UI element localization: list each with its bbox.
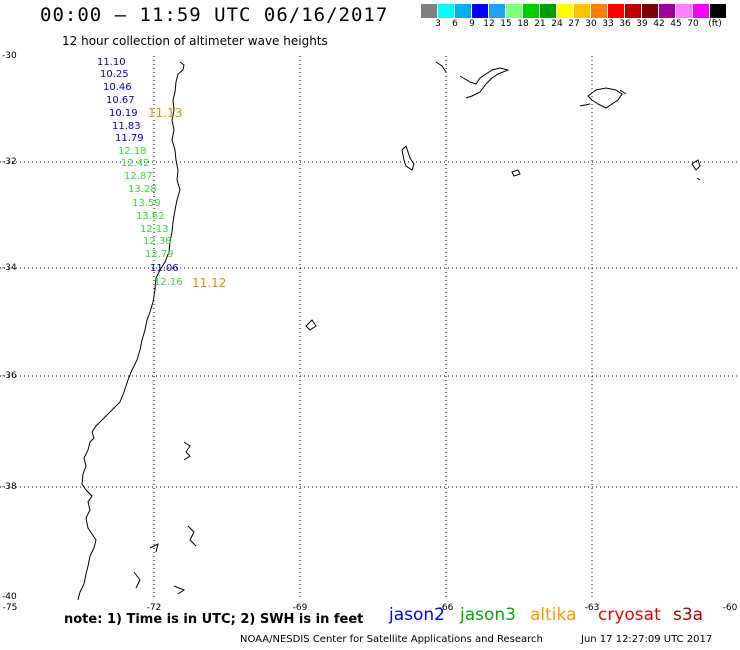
wave-height-jason3: 12.79 [145,249,174,260]
color-scale-cell [710,4,727,18]
color-scale-label: 18 [517,19,529,29]
lat-label: -34 [2,263,17,273]
color-scale-cell [574,4,591,18]
color-scale-cell [438,4,455,18]
color-scale-label: 39 [636,19,648,29]
coastline-argentina [459,67,510,99]
color-scale-cell [540,4,557,18]
color-scale-cell [659,4,676,18]
wave-height-jason3: 12.38 [143,236,172,247]
color-scale-label: 9 [469,19,475,29]
color-scale-cell [421,4,438,18]
color-scale-cell [591,4,608,18]
legend-jason2: jason2 [389,605,445,625]
coastline-island-5 [435,61,447,73]
coastline-chile [77,61,185,601]
lat-label: -36 [2,371,17,381]
coastline-island-4 [305,319,317,331]
grid-lines [0,56,740,600]
lat-label: -38 [2,482,17,492]
color-scale-label: 30 [585,19,597,29]
coastline-island-3 [691,159,701,181]
color-scale-label: 12 [483,19,495,29]
color-scale-cell [608,4,625,18]
color-scale-cell [523,4,540,18]
wave-height-jason2: 11.06 [150,263,179,274]
timestamp-text: Jun 17 12:27:09 UTC 2017 [581,634,713,645]
lon-label: -60 [722,603,738,613]
coastline-bay [133,441,197,595]
color-scale-cells [421,4,727,18]
legend-s3a: s3a [673,605,704,625]
lat-label: -40 [2,592,17,602]
coastline-island-2 [511,169,521,177]
wave-height-jason2: 11.79 [115,133,144,144]
coastline-plata [587,87,623,109]
wave-height-jason3: 13.59 [132,198,161,209]
color-scale-labels: 3 6 9 12 15 18 21 24 27 30 33 36 39 42 45 70 (ft) [421,18,727,30]
color-scale-cell [642,4,659,18]
credit-text: NOAA/NESDIS Center for Satellite Applica… [240,634,543,645]
wave-height-jason2: 10.19 [109,108,138,119]
color-scale-label: 33 [602,19,614,29]
coastline-east [579,89,627,107]
wave-height-jason2: 10.46 [103,82,132,93]
wave-height-jason3: 13.28 [128,184,157,195]
wave-height-jason3: 13.62 [136,211,165,222]
wave-height-jason3: 12.18 [118,146,147,157]
legend-jason3: jason3 [460,605,516,625]
wave-height-jason3: 12.87 [124,171,153,182]
color-scale-label: 45 [670,19,682,29]
color-scale-cell [489,4,506,18]
lat-label: -32 [2,157,17,167]
lat-label: -30 [2,51,17,61]
color-scale-cell [472,4,489,18]
wave-height-altika: 11.12 [192,276,227,290]
color-scale-label: 15 [500,19,512,29]
wave-height-jason2: 11.10 [97,57,126,68]
color-scale-unit: (ft) [708,19,722,29]
color-scale-cell [693,4,710,18]
lon-label: -75 [2,603,18,613]
wave-height-altika: 11.13 [148,106,183,120]
wave-height-jason2: 10.25 [100,69,129,80]
color-scale-label: 3 [435,19,441,29]
color-scale-label: 36 [619,19,631,29]
lon-label: -69 [292,603,308,613]
wave-height-jason2: 11.83 [112,121,141,132]
color-scale-label: 24 [551,19,563,29]
color-scale: 3 6 9 12 15 18 21 24 27 30 33 36 39 42 45 70 (ft) [421,4,727,30]
coastline-island-1 [401,145,415,171]
color-scale-cell [676,4,693,18]
page-title: 00:00 – 11:59 UTC 06/16/2017 [40,4,389,26]
legend-cryosat: cryosat [598,605,661,625]
wave-height-jason2: 10.67 [106,95,135,106]
lon-label: -72 [146,603,162,613]
color-scale-label: 27 [568,19,580,29]
wave-height-jason3: 12.16 [154,277,183,288]
footer-note: note: 1) Time is in UTC; 2) SWH is in fe… [64,612,364,627]
wave-height-jason3: 12.42 [121,158,150,169]
color-scale-label: 6 [452,19,458,29]
legend-altika: altika [530,605,577,625]
lon-label: -63 [584,603,600,613]
page-subtitle: 12 hour collection of altimeter wave hei… [62,34,328,48]
color-scale-cell [557,4,574,18]
color-scale-cell [455,4,472,18]
color-scale-label: 42 [653,19,665,29]
lon-label: -66 [438,603,454,613]
color-scale-label: 70 [687,19,699,29]
color-scale-label: 21 [534,19,546,29]
wave-height-jason3: 12.13 [140,224,169,235]
color-scale-cell [506,4,523,18]
color-scale-cell [625,4,642,18]
